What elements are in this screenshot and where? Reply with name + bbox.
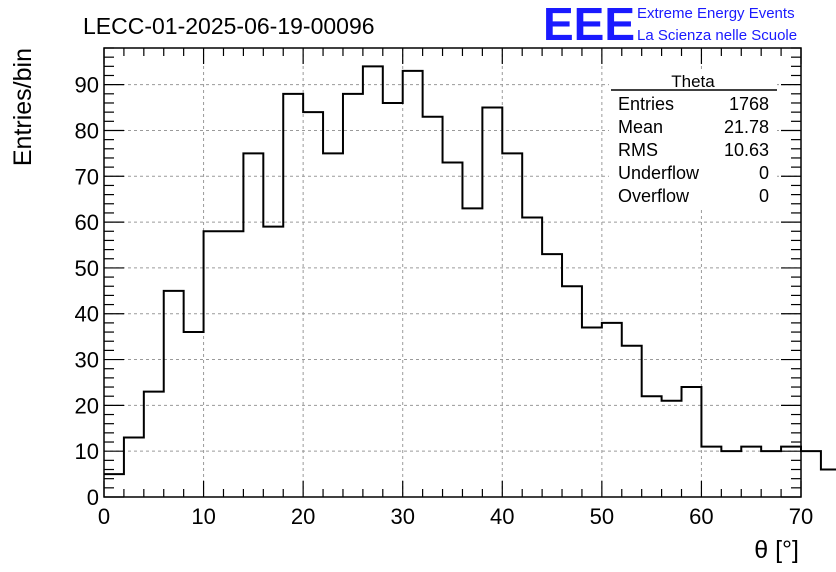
stats-rms-label: RMS [618, 140, 658, 160]
y-tick-label: 80 [75, 118, 99, 143]
eee-logo-line2: La Scienza nelle Scuole [637, 27, 797, 44]
x-axis-label: θ [°] [754, 536, 799, 564]
eee-logo: EEE Extreme Energy Events La Scienza nel… [543, 0, 797, 50]
chart-title: LECC-01-2025-06-19-00096 [83, 13, 375, 39]
axis-tick-labels: 0 10 20 30 40 50 60 70 0 10 20 30 40 50 60 70 80 90 [75, 73, 814, 529]
histogram-line [104, 65, 836, 476]
y-tick-label: 30 [75, 348, 99, 373]
x-tick-label: 20 [291, 504, 315, 529]
eee-logo-line1: Extreme Energy Events [637, 5, 795, 22]
stats-underflow-label: Underflow [618, 163, 700, 183]
plot-frame [103, 47, 802, 498]
x-tick-label: 70 [789, 504, 813, 529]
stats-box-background [609, 70, 777, 208]
y-tick-label: 90 [75, 73, 99, 98]
y-tick-label: 60 [75, 210, 99, 235]
stats-entries-label: Entries [618, 94, 674, 114]
y-tick-label: 10 [75, 439, 99, 464]
y-tick-label: 70 [75, 164, 99, 189]
stats-box-title: Theta [671, 72, 715, 91]
y-tick-label: 0 [87, 485, 99, 510]
stats-box: Theta Entries 1768 Mean 21.78 RMS 10.63 … [609, 70, 777, 208]
x-tick-label: 30 [390, 504, 414, 529]
y-tick-label: 50 [75, 256, 99, 281]
y-tick-label: 20 [75, 393, 99, 418]
stats-mean-label: Mean [618, 117, 663, 137]
x-tick-label: 40 [490, 504, 514, 529]
x-tick-label: 60 [689, 504, 713, 529]
y-axis-label: Entries/bin [9, 48, 37, 166]
eee-logo-mark: EEE [543, 0, 635, 50]
stats-overflow-label: Overflow [618, 186, 690, 206]
stats-mean-value: 21.78 [724, 117, 769, 137]
y-tick-label: 40 [75, 302, 99, 327]
stats-entries-value: 1768 [729, 94, 769, 114]
x-tick-label: 50 [590, 504, 614, 529]
x-tick-label: 10 [191, 504, 215, 529]
stats-overflow-value: 0 [759, 186, 769, 206]
axis-ticks [103, 47, 802, 498]
stats-underflow-value: 0 [759, 163, 769, 183]
x-tick-label: 0 [98, 504, 110, 529]
stats-rms-value: 10.63 [724, 140, 769, 160]
